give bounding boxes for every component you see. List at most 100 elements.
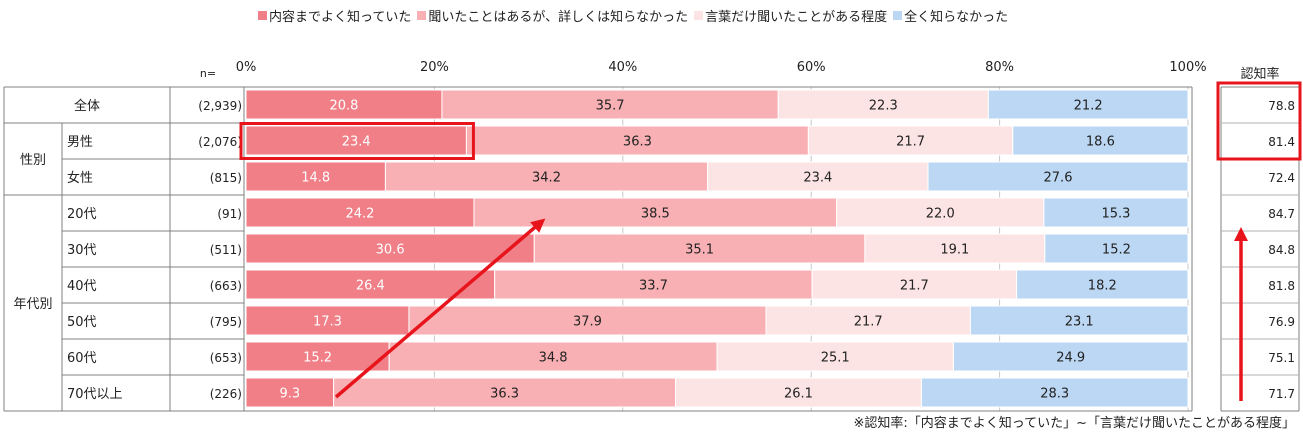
highlight-box [239,122,475,160]
bar-data-label: 27.6 [1044,171,1073,186]
bar-data-label: 23.4 [342,135,371,150]
bar-segment [1012,125,1189,156]
legend-label: 聞いたことはあるが、詳しくは知らなかった [428,9,689,25]
legend-label: 全く知らなかった [904,9,1009,25]
bar-data-label: 21.2 [1074,99,1103,114]
bar-data-label: 34.8 [539,351,568,366]
bar-data-label: 35.7 [596,99,625,114]
bar-segment [245,305,410,336]
awareness-value: 84.8 [1268,243,1295,257]
n-value: (815) [210,171,242,185]
awareness-highlight-box [1216,81,1302,161]
bar-segment [408,305,767,336]
row-label: 男性 [67,135,93,150]
bar-data-label: 18.2 [1088,279,1117,294]
bar-data-label: 22.0 [926,207,955,222]
bar-data-label: 17.3 [313,315,342,330]
n-value: (226) [210,387,242,401]
n-value: (663) [210,279,242,293]
bar-segment [494,269,813,300]
bar-data-label: 24.9 [1056,351,1085,366]
bar-segment [927,161,1189,192]
bar-data-label: 21.7 [896,135,925,150]
legend-item: 全く知らなかった [893,6,1008,25]
x-tick-label: 40% [608,60,637,75]
bar-data-label: 28.3 [1040,387,1069,402]
row-label: 女性 [67,170,93,186]
bar-data-label: 9.3 [279,387,300,402]
n-value: (2,939) [198,99,242,113]
group-label: 性別 [20,153,46,168]
footnote: ※認知率:「内容までよく知っていた」~「言葉だけ聞いたことがある程度」 [853,415,1295,431]
legend-swatch [893,10,903,20]
legend-swatch [694,10,704,20]
bar-segment [333,377,677,408]
bar-data-label: 37.9 [573,315,602,330]
awareness-value: 81.4 [1268,135,1295,149]
bar-data-label: 36.3 [490,387,519,402]
bar-segment [864,233,1046,264]
bar-data-label: 19.1 [940,243,969,258]
bar-segment [969,305,1189,336]
legend-item: 聞いたことはあるが、詳しくは知らなかった [417,6,688,25]
bar-data-label: 20.8 [329,99,358,114]
bar-segment [1016,269,1189,300]
awareness-header: 認知率 [1240,66,1279,82]
trend-arrow [334,218,546,399]
bar-data-label: 36.3 [623,135,652,150]
bar-data-label: 25.1 [821,351,850,366]
x-tick-label: 20% [420,60,449,75]
bar-data-label: 23.4 [803,171,832,186]
bar-segment [245,161,386,192]
bar-segment [1044,233,1189,264]
bar-data-label: 21.7 [854,315,883,330]
bar-data-label: 23.1 [1065,315,1094,330]
bar-segment [441,89,779,120]
legend-label: 内容までよく知っていた [269,9,412,25]
awareness-value: 76.9 [1268,315,1295,329]
n-value: (653) [210,351,242,365]
awareness-value: 84.7 [1268,207,1295,221]
bar-data-label: 24.2 [346,207,375,222]
row-label: 30代 [67,243,97,258]
awareness-value: 71.7 [1268,387,1295,401]
bar-segment [777,89,989,120]
n-value: (91) [217,207,242,221]
bar-segment [245,377,335,408]
bar-data-label: 14.8 [301,171,330,186]
bar-data-label: 33.7 [639,279,668,294]
n-value: (2,076) [198,135,242,149]
bar-segment [716,341,954,372]
awareness-value: 78.8 [1268,99,1295,113]
x-tick-label: 60% [797,60,826,75]
row-label: 60代 [67,351,97,366]
bar-segment [920,377,1189,408]
row-label: 20代 [67,207,97,222]
bar-data-label: 26.4 [356,279,385,294]
row-label: 70代以上 [67,387,123,402]
legend-item: 言葉だけ聞いたことがある程度 [694,6,887,25]
row-label: 50代 [67,315,97,330]
row-label: 全体 [74,98,100,114]
awareness-value: 72.4 [1268,171,1295,185]
bar-data-label: 30.6 [376,243,405,258]
n-label: n= [200,67,216,80]
bar-segment [245,197,475,228]
bar-data-label: 38.5 [641,207,670,222]
bar-segment [245,125,467,156]
bar-data-label: 34.2 [532,171,561,186]
legend-item: 内容までよく知っていた [258,6,411,25]
x-tick-label: 0% [236,60,257,75]
x-tick-label: 80% [985,60,1014,75]
bar-segment [952,341,1189,372]
bar-segment [675,377,922,408]
legend-swatch [258,10,267,20]
n-value: (511) [210,243,242,257]
bar-segment [807,125,1014,156]
awareness-value: 81.8 [1268,279,1295,293]
bar-data-label: 15.2 [303,351,332,366]
bar-segment [465,125,809,156]
legend-swatch [417,10,427,20]
bar-segment [987,89,1189,120]
